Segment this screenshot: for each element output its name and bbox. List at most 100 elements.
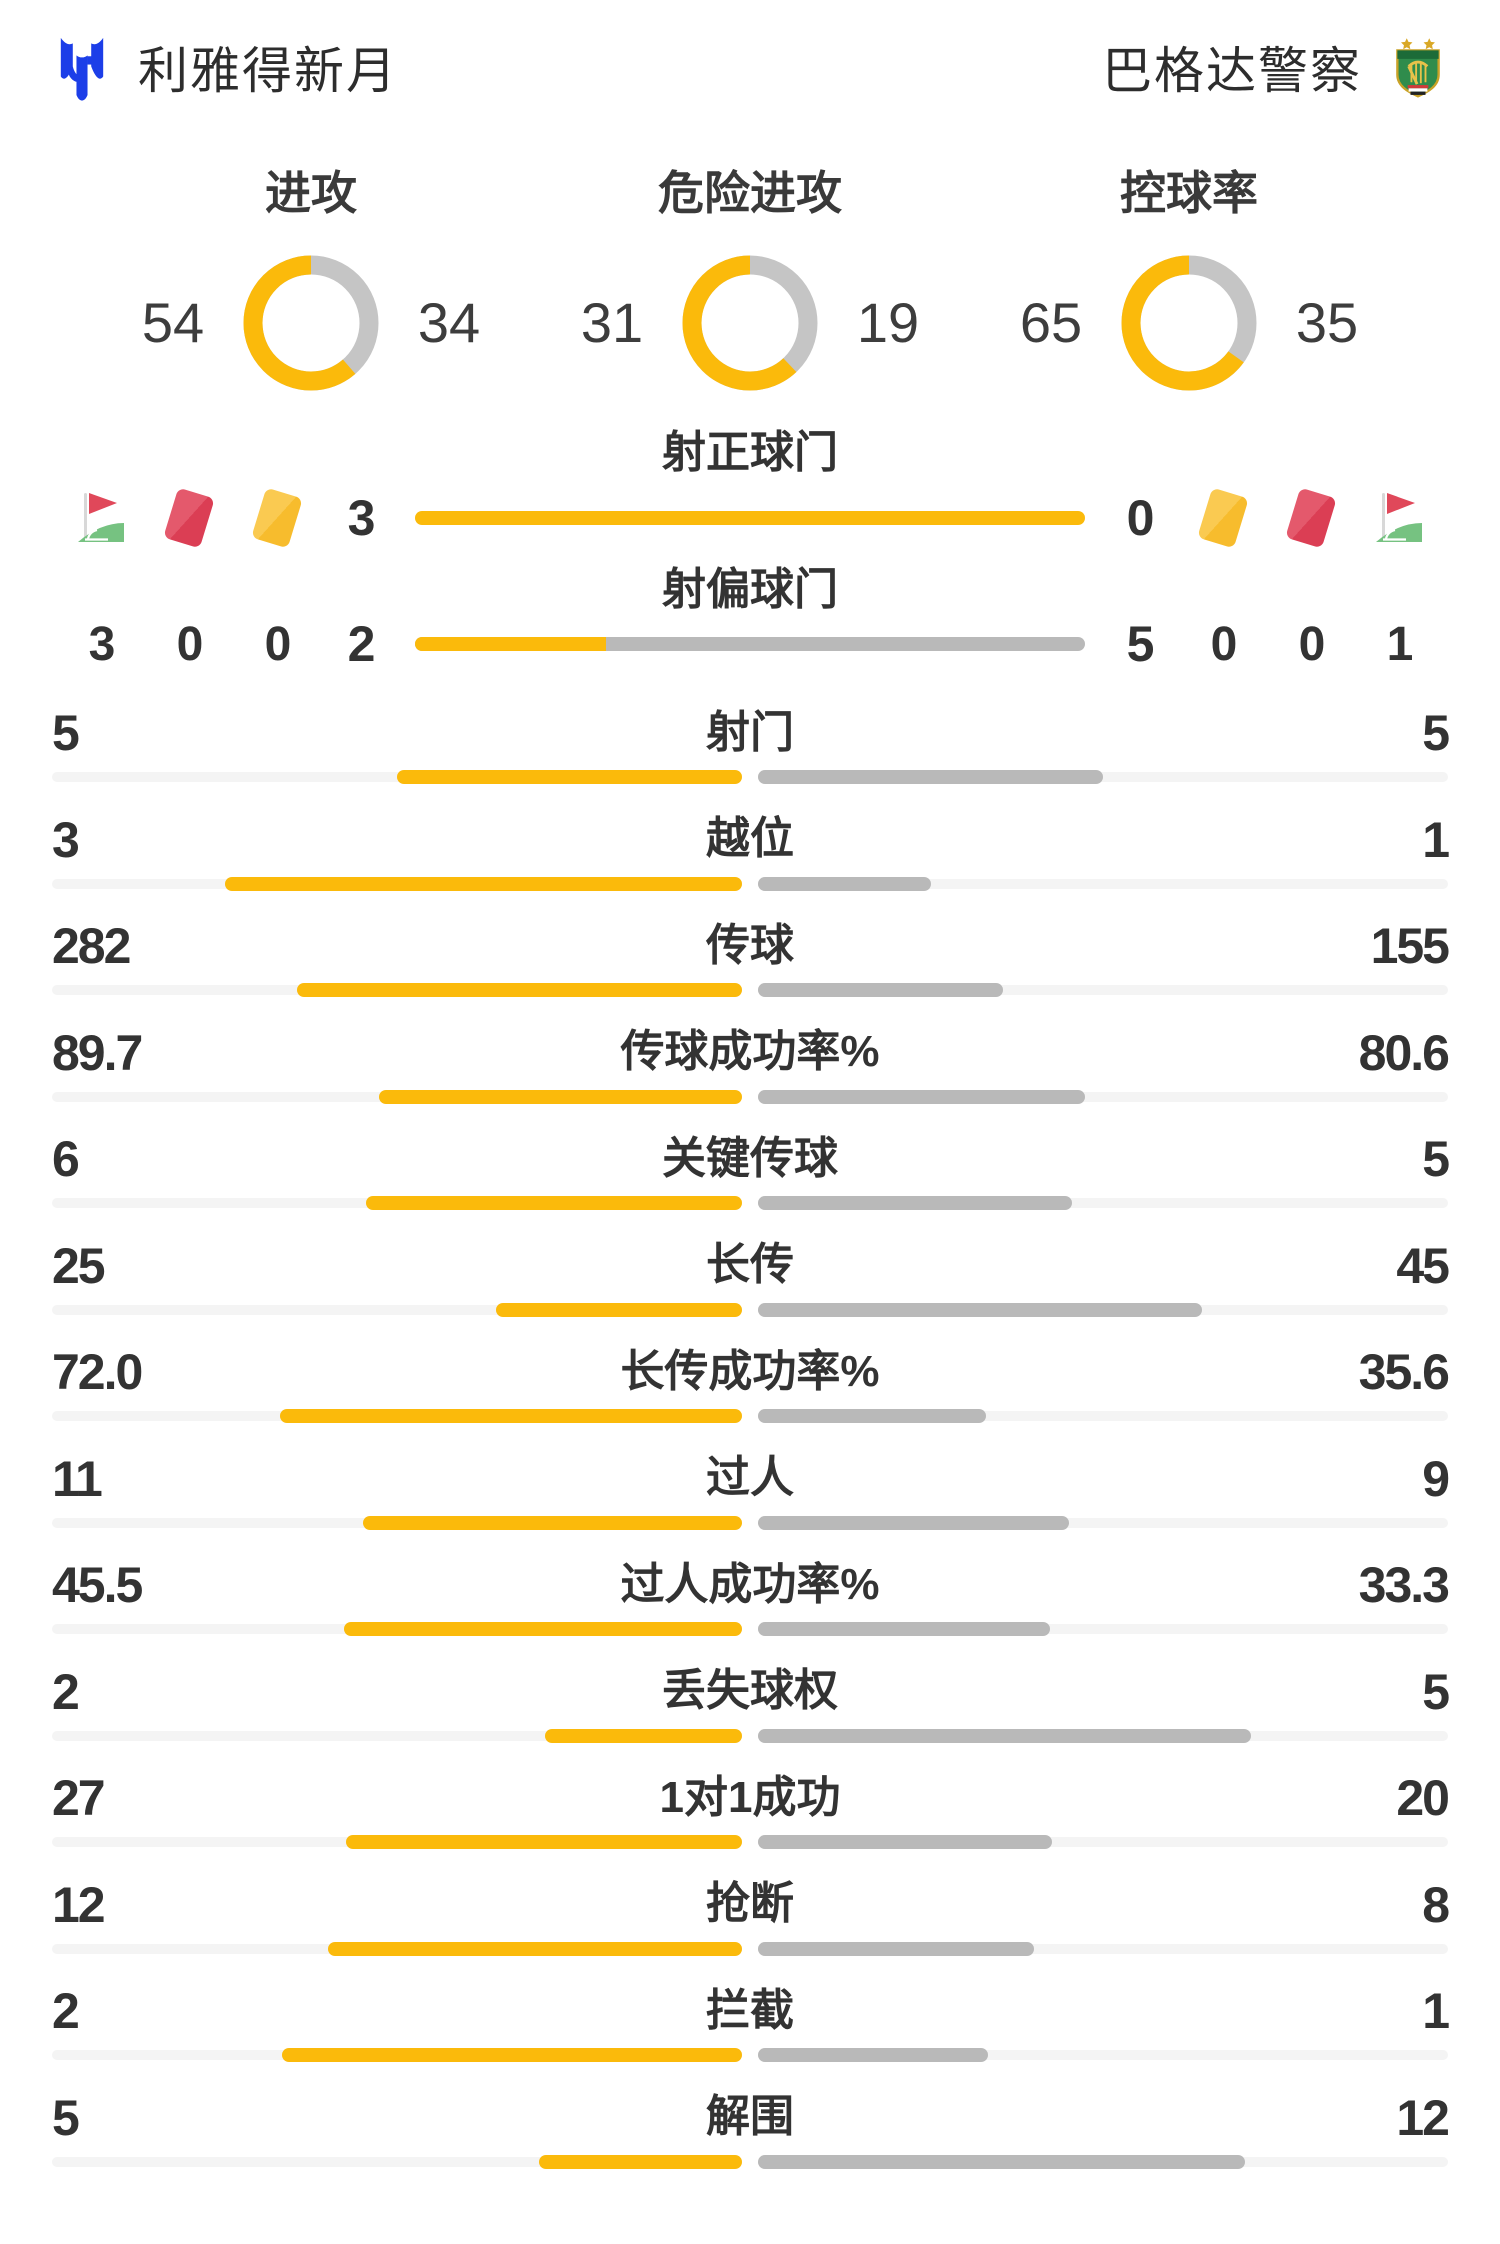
stat-home-value: 282 bbox=[52, 918, 131, 974]
stat-home-value: 6 bbox=[52, 1131, 80, 1187]
yellow-card-icon bbox=[1194, 487, 1252, 549]
stat-label: 传球成功率% bbox=[620, 1027, 880, 1077]
stat-row: 5 射门 5 bbox=[52, 690, 1450, 797]
stat-away-value: 5 bbox=[1422, 1663, 1450, 1720]
stat-home-value: 5 bbox=[52, 705, 80, 761]
stat-label: 1对1成功 bbox=[659, 1772, 841, 1822]
donut-home-value: 31 bbox=[580, 290, 644, 354]
stat-home-value: 3 bbox=[52, 811, 80, 868]
stats-list: 5 射门 5 3 越位 1 282 传球 bbox=[52, 690, 1450, 2181]
corner-flag-icon bbox=[1370, 488, 1428, 548]
donut-title: 进攻 bbox=[265, 167, 357, 219]
stat-row: 282 传球 155 bbox=[52, 903, 1450, 1010]
shots-on-target-away: 0 bbox=[1126, 489, 1155, 546]
home-team-name: 利雅得新月 bbox=[138, 43, 398, 99]
stat-home-value: 11 bbox=[52, 1450, 103, 1507]
stat-bars bbox=[52, 770, 1448, 784]
corner-flag-icon bbox=[72, 488, 130, 548]
stat-label: 越位 bbox=[706, 814, 794, 864]
red-card-icon bbox=[1282, 487, 1340, 549]
stat-bars bbox=[52, 1515, 1448, 1530]
donut-away-value: 34 bbox=[417, 290, 481, 354]
donut-group: 危险进攻 31 19 bbox=[535, 168, 965, 393]
stat-away-value: 33.3 bbox=[1358, 1557, 1450, 1613]
stat-row: 11 过人 9 bbox=[52, 1436, 1450, 1543]
stat-row: 45.5 过人成功率% 33.3 bbox=[52, 1542, 1450, 1649]
yellow-card-icon bbox=[248, 487, 306, 549]
shots-on-target-label: 射正球门 bbox=[662, 428, 838, 477]
stat-label: 传球 bbox=[706, 920, 794, 970]
shots-off-target-row: 3 0 0 2 5 0 0 1 bbox=[52, 615, 1448, 673]
stat-label: 射门 bbox=[706, 707, 794, 757]
stat-bars bbox=[52, 983, 1448, 997]
stat-label: 长传成功率% bbox=[620, 1346, 880, 1396]
donut-home-value: 65 bbox=[1019, 290, 1083, 354]
stat-away-value: 20 bbox=[1396, 1770, 1450, 1826]
away-corner-count: 1 bbox=[1386, 617, 1414, 671]
overview-donuts: 进攻 54 34 危险进攻 31 19 控球 bbox=[96, 168, 1404, 393]
stat-label: 过人成功率% bbox=[620, 1559, 880, 1609]
stat-home-value: 45.5 bbox=[52, 1557, 143, 1613]
stat-bars bbox=[52, 1409, 1448, 1423]
stat-away-value: 155 bbox=[1370, 918, 1450, 974]
donut-chart bbox=[1121, 255, 1257, 391]
home-red-card-count: 0 bbox=[176, 617, 204, 671]
stat-away-value: 1 bbox=[1422, 811, 1450, 868]
stat-row: 72.0 长传成功率% 35.6 bbox=[52, 1329, 1450, 1436]
donut-away-value: 19 bbox=[856, 290, 920, 354]
home-discipline-icons bbox=[72, 487, 306, 549]
stat-away-value: 80.6 bbox=[1358, 1024, 1450, 1081]
stat-bars bbox=[52, 1622, 1448, 1636]
away-team-logo-icon bbox=[1396, 38, 1440, 98]
stat-label: 抢断 bbox=[706, 1879, 794, 1929]
stat-away-value: 45 bbox=[1396, 1237, 1450, 1294]
stat-away-value: 35.6 bbox=[1358, 1344, 1450, 1400]
donut-away-value: 35 bbox=[1295, 290, 1359, 354]
stat-label: 过人 bbox=[706, 1453, 794, 1503]
away-discipline-counts: 0 0 1 bbox=[1194, 617, 1428, 672]
away-team[interactable]: 巴格达警察 bbox=[1102, 36, 1448, 106]
shots-off-target-home: 2 bbox=[347, 616, 376, 673]
shots-on-target-row: 3 0 bbox=[52, 485, 1448, 551]
stat-home-value: 89.7 bbox=[52, 1024, 143, 1081]
stat-row: 2 拦截 1 bbox=[52, 1968, 1450, 2075]
shots-on-target-bar bbox=[415, 510, 1085, 525]
stat-row: 27 1对1成功 20 bbox=[52, 1755, 1450, 1862]
stat-bars bbox=[52, 2154, 1448, 2169]
stat-bars bbox=[52, 1835, 1448, 1849]
stat-label: 长传 bbox=[706, 1240, 794, 1290]
header: 利雅得新月 巴格达警察 bbox=[52, 36, 1448, 106]
stat-label: 拦截 bbox=[706, 1985, 794, 2035]
stat-bars bbox=[52, 1728, 1448, 1743]
stat-label: 关键传球 bbox=[662, 1133, 838, 1183]
shots-section: 射正球门 3 0 bbox=[52, 428, 1448, 673]
stat-away-value: 5 bbox=[1422, 1131, 1450, 1187]
stat-bars bbox=[52, 2048, 1448, 2062]
stat-home-value: 72.0 bbox=[52, 1344, 143, 1400]
stat-home-value: 25 bbox=[52, 1237, 106, 1294]
away-yellow-card-count: 0 bbox=[1210, 617, 1238, 671]
stat-home-value: 27 bbox=[52, 1770, 106, 1826]
stat-home-value: 5 bbox=[52, 2089, 80, 2146]
donut-chart bbox=[682, 255, 818, 391]
away-red-card-count: 0 bbox=[1298, 617, 1326, 671]
stat-away-value: 8 bbox=[1422, 1876, 1450, 1933]
stat-label: 解围 bbox=[706, 2092, 794, 2142]
home-team[interactable]: 利雅得新月 bbox=[52, 36, 398, 106]
donut-title: 控球率 bbox=[1120, 167, 1258, 219]
stat-label: 丢失球权 bbox=[662, 1666, 838, 1716]
stat-away-value: 1 bbox=[1422, 1983, 1450, 2039]
shots-off-target-away: 5 bbox=[1126, 616, 1155, 673]
away-team-name: 巴格达警察 bbox=[1102, 43, 1362, 99]
shots-off-target-label: 射偏球门 bbox=[662, 564, 838, 614]
stat-home-value: 2 bbox=[52, 1983, 80, 2039]
donut-group: 控球率 65 35 bbox=[974, 168, 1404, 393]
away-discipline-icons bbox=[1194, 487, 1428, 549]
shots-on-target-home: 3 bbox=[347, 489, 376, 546]
stat-bars bbox=[52, 1941, 1448, 1956]
home-corner-count: 3 bbox=[88, 617, 116, 671]
stat-bars bbox=[52, 876, 1448, 891]
stat-away-value: 9 bbox=[1422, 1450, 1450, 1507]
stat-bars bbox=[52, 1196, 1448, 1210]
